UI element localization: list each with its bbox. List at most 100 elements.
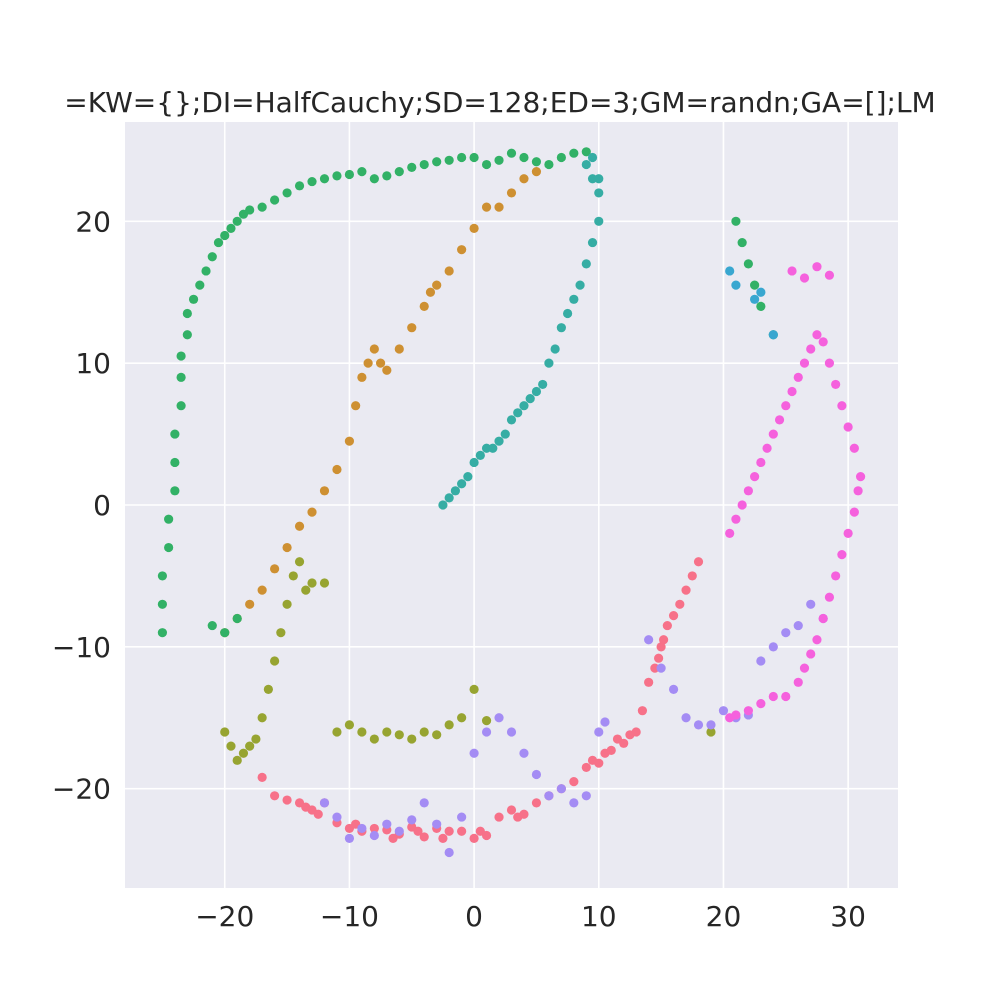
data-point	[332, 812, 342, 822]
data-point	[594, 216, 604, 226]
data-point	[743, 259, 753, 269]
data-point	[270, 564, 280, 574]
data-point	[182, 308, 192, 319]
data-point	[756, 656, 766, 666]
y-axis-tick-labels: −20 −10 0 10 20	[52, 205, 111, 805]
data-point	[675, 599, 685, 609]
data-point	[319, 174, 330, 184]
data-point	[531, 386, 542, 397]
series-0	[257, 727, 641, 843]
data-point	[463, 472, 473, 482]
data-point	[457, 479, 467, 489]
data-point	[157, 628, 168, 638]
data-point	[494, 202, 504, 212]
data-point	[544, 159, 554, 170]
data-point	[799, 663, 810, 673]
data-point	[787, 266, 797, 276]
data-point	[793, 677, 803, 687]
data-point	[319, 798, 330, 808]
data-point	[226, 741, 236, 751]
data-point	[432, 730, 442, 740]
data-point	[531, 769, 542, 780]
data-point	[176, 372, 186, 382]
data-point	[457, 713, 467, 723]
data-point	[606, 745, 616, 756]
data-point	[506, 805, 517, 815]
data-point	[806, 649, 816, 659]
data-point	[220, 628, 230, 638]
data-point	[799, 273, 810, 283]
data-point	[444, 155, 454, 165]
data-point	[706, 727, 716, 737]
data-point	[668, 611, 679, 621]
data-point	[457, 812, 467, 822]
data-point	[843, 422, 853, 432]
data-point	[407, 734, 417, 744]
data-point	[494, 713, 504, 723]
data-point	[394, 344, 404, 354]
data-point	[188, 294, 199, 304]
data-point	[656, 663, 666, 673]
data-point	[781, 628, 791, 638]
data-point	[232, 613, 242, 624]
data-point	[176, 351, 186, 361]
data-point	[756, 287, 766, 297]
y-tick-label: −10	[52, 631, 111, 664]
data-point	[768, 642, 778, 652]
data-point	[563, 308, 573, 319]
data-point	[756, 698, 766, 709]
data-point	[301, 585, 311, 595]
data-point	[550, 344, 560, 354]
data-point	[668, 684, 679, 695]
data-point	[419, 301, 429, 312]
data-point	[544, 791, 554, 801]
data-point	[444, 826, 454, 836]
data-point	[731, 280, 741, 290]
data-point	[500, 429, 510, 439]
data-point	[556, 152, 566, 163]
data-point	[519, 809, 529, 819]
grid-lines	[125, 122, 898, 888]
data-point	[307, 507, 317, 517]
data-point	[257, 585, 267, 595]
data-point	[319, 578, 330, 588]
data-point	[294, 521, 305, 531]
data-point	[469, 457, 479, 468]
data-point	[581, 159, 591, 170]
data-point	[506, 148, 517, 158]
data-point	[369, 344, 379, 354]
data-point	[481, 159, 492, 170]
data-point	[307, 176, 317, 187]
data-point	[164, 542, 174, 553]
data-point	[357, 372, 367, 382]
data-point	[831, 379, 841, 390]
x-tick-label: −20	[195, 900, 254, 933]
data-point	[781, 691, 791, 702]
data-point	[170, 486, 180, 496]
data-point	[849, 507, 859, 517]
data-point	[457, 245, 467, 255]
data-point	[469, 152, 479, 163]
data-point	[294, 181, 305, 191]
data-point	[587, 237, 598, 248]
data-point	[506, 727, 517, 737]
data-point	[419, 727, 429, 737]
data-point	[481, 202, 492, 212]
data-point	[213, 237, 224, 248]
data-point	[837, 401, 847, 411]
data-point	[357, 727, 367, 737]
data-point	[419, 832, 429, 842]
data-point	[812, 635, 822, 645]
data-point	[319, 486, 330, 496]
data-point	[425, 287, 436, 297]
data-point	[444, 266, 454, 276]
data-point	[855, 472, 866, 482]
data-point	[799, 358, 810, 368]
data-point	[725, 266, 735, 276]
data-point	[282, 795, 292, 805]
data-point	[494, 155, 504, 165]
x-tick-label: 10	[581, 900, 617, 933]
series-3	[220, 557, 716, 765]
data-point	[525, 394, 535, 404]
